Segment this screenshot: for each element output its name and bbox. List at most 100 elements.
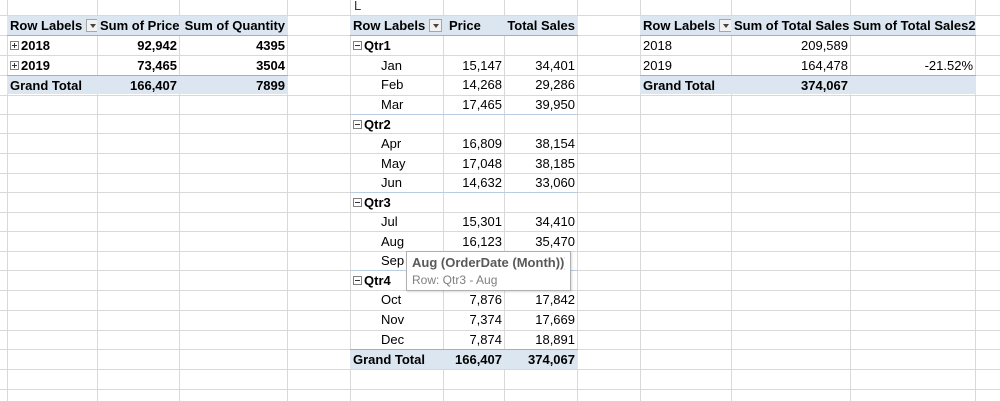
gridline bbox=[640, 0, 641, 401]
collapse-icon[interactable] bbox=[353, 120, 362, 130]
month-label[interactable]: Jun bbox=[381, 175, 402, 190]
gridline bbox=[443, 0, 444, 401]
pivot-item-tooltip: Aug (OrderDate (Month))) Row: Qtr3 - Aug bbox=[406, 251, 571, 291]
collapse-icon[interactable] bbox=[353, 276, 362, 286]
gridline bbox=[577, 0, 578, 401]
row-label-2019[interactable]: 2019 bbox=[643, 58, 672, 73]
group-label-text: Qtr4 bbox=[364, 273, 391, 288]
group-header-qtr3[interactable]: Qtr3 bbox=[350, 192, 578, 211]
tooltip-subtitle: Row: Qtr3 - Aug bbox=[412, 273, 498, 287]
expand-icon[interactable] bbox=[10, 61, 19, 71]
grand-total-label[interactable]: Grand Total bbox=[7, 75, 98, 94]
value-cell[interactable]: 7,374 bbox=[469, 312, 502, 327]
row-label-2019[interactable]: 2019 bbox=[7, 56, 98, 75]
value-cell[interactable]: 73,465 bbox=[137, 58, 177, 73]
month-label[interactable]: Dec bbox=[381, 332, 405, 347]
value-cell[interactable]: 18,891 bbox=[535, 332, 575, 347]
value-cell[interactable]: 17,048 bbox=[462, 156, 502, 171]
gridline bbox=[97, 0, 98, 401]
grand-total-value[interactable]: 166,407 bbox=[97, 75, 180, 94]
gridline bbox=[0, 310, 1000, 311]
row-labels-header-text: Row Labels bbox=[643, 18, 716, 33]
column-header[interactable]: Sum of Quantity bbox=[179, 16, 288, 36]
filter-dropdown-icon[interactable] bbox=[429, 19, 443, 33]
month-label[interactable]: Jul bbox=[381, 214, 398, 229]
grand-total-value[interactable] bbox=[850, 75, 976, 94]
value-cell[interactable]: 14,632 bbox=[462, 175, 502, 190]
month-label[interactable]: Sep bbox=[381, 253, 405, 268]
group-header-qtr2[interactable]: Qtr2 bbox=[350, 114, 578, 133]
row-label-2018[interactable]: 2018 bbox=[7, 36, 98, 55]
value-cell[interactable]: 16,123 bbox=[462, 234, 502, 249]
value-cell[interactable]: 209,589 bbox=[801, 38, 848, 53]
value-cell[interactable]: 15,301 bbox=[462, 214, 502, 229]
month-label[interactable]: Apr bbox=[381, 136, 402, 151]
column-header[interactable]: Sum of Total Sales2 bbox=[850, 16, 976, 36]
group-label-text: Qtr3 bbox=[364, 195, 391, 210]
collapse-icon[interactable] bbox=[353, 41, 362, 51]
value-cell[interactable]: 92,942 bbox=[137, 38, 177, 53]
row-labels-header[interactable]: Row Labels bbox=[350, 16, 444, 36]
value-cell[interactable]: 15,147 bbox=[462, 58, 502, 73]
month-label[interactable]: Jan bbox=[381, 58, 402, 73]
value-cell[interactable]: 34,410 bbox=[535, 214, 575, 229]
value-cell[interactable]: -21.52% bbox=[924, 58, 973, 73]
value-cell[interactable] bbox=[850, 36, 976, 55]
gridline bbox=[0, 212, 1000, 213]
collapse-icon[interactable] bbox=[353, 198, 362, 208]
value-cell[interactable]: 3504 bbox=[256, 58, 285, 73]
grand-total-value[interactable]: 166,407 bbox=[443, 349, 505, 369]
grand-total-label[interactable]: Grand Total bbox=[350, 349, 444, 369]
column-header[interactable]: Price bbox=[443, 16, 505, 36]
row-label-text: 2018 bbox=[21, 38, 50, 53]
value-cell[interactable]: 7,874 bbox=[469, 332, 502, 347]
value-cell[interactable]: 35,470 bbox=[535, 234, 575, 249]
month-label[interactable]: Aug bbox=[381, 234, 405, 249]
grand-total-value[interactable]: 374,067 bbox=[504, 349, 578, 369]
gridline bbox=[975, 0, 976, 401]
value-cell[interactable]: 16,809 bbox=[462, 136, 502, 151]
value-cell[interactable]: 34,401 bbox=[535, 58, 575, 73]
month-label[interactable]: Nov bbox=[381, 312, 405, 327]
row-labels-header-text: Row Labels bbox=[353, 18, 426, 33]
value-cell[interactable]: 38,154 bbox=[535, 136, 575, 151]
row-labels-header[interactable]: Row Labels bbox=[7, 16, 98, 36]
value-cell[interactable]: 7,876 bbox=[469, 292, 502, 307]
month-label[interactable]: Oct bbox=[381, 292, 402, 307]
value-cell[interactable]: 17,669 bbox=[535, 312, 575, 327]
gridline bbox=[0, 369, 1000, 370]
value-cell[interactable]: 38,185 bbox=[535, 156, 575, 171]
month-label[interactable]: May bbox=[381, 156, 406, 171]
month-label[interactable]: Mar bbox=[381, 97, 404, 112]
value-cell[interactable]: 29,286 bbox=[535, 77, 575, 92]
group-header-qtr1[interactable]: Qtr1 bbox=[350, 36, 578, 55]
value-cell[interactable]: 17,842 bbox=[535, 292, 575, 307]
gridline bbox=[7, 0, 8, 401]
gridline bbox=[731, 0, 732, 401]
tooltip-title: Aug (OrderDate (Month))) bbox=[412, 255, 565, 270]
gridline bbox=[0, 231, 1000, 232]
gridline bbox=[287, 0, 288, 401]
value-cell[interactable]: 4395 bbox=[256, 38, 285, 53]
grand-total-value[interactable]: 374,067 bbox=[731, 75, 851, 94]
value-cell[interactable]: 17,465 bbox=[462, 97, 502, 112]
row-labels-header[interactable]: Row Labels bbox=[640, 16, 732, 36]
column-header[interactable]: Sum of Price bbox=[97, 16, 180, 36]
row-label-text: 2019 bbox=[21, 58, 50, 73]
gridline bbox=[850, 0, 851, 401]
value-cell[interactable]: 39,950 bbox=[535, 97, 575, 112]
grand-total-value[interactable]: 7899 bbox=[179, 75, 288, 94]
value-cell[interactable]: 14,268 bbox=[462, 77, 502, 92]
filter-dropdown-icon[interactable] bbox=[86, 19, 98, 33]
gridline bbox=[0, 55, 1000, 56]
grand-total-label[interactable]: Grand Total bbox=[640, 75, 732, 94]
value-cell[interactable]: 164,478 bbox=[801, 58, 848, 73]
expand-icon[interactable] bbox=[10, 41, 19, 51]
gridline bbox=[0, 95, 1000, 96]
value-cell[interactable]: 33,060 bbox=[535, 175, 575, 190]
month-label[interactable]: Feb bbox=[381, 77, 404, 92]
row-label-2018[interactable]: 2018 bbox=[643, 38, 672, 53]
column-header[interactable]: Sum of Total Sales bbox=[731, 16, 851, 36]
column-header[interactable]: Total Sales bbox=[504, 16, 578, 36]
group-label-text: Qtr2 bbox=[364, 117, 391, 132]
